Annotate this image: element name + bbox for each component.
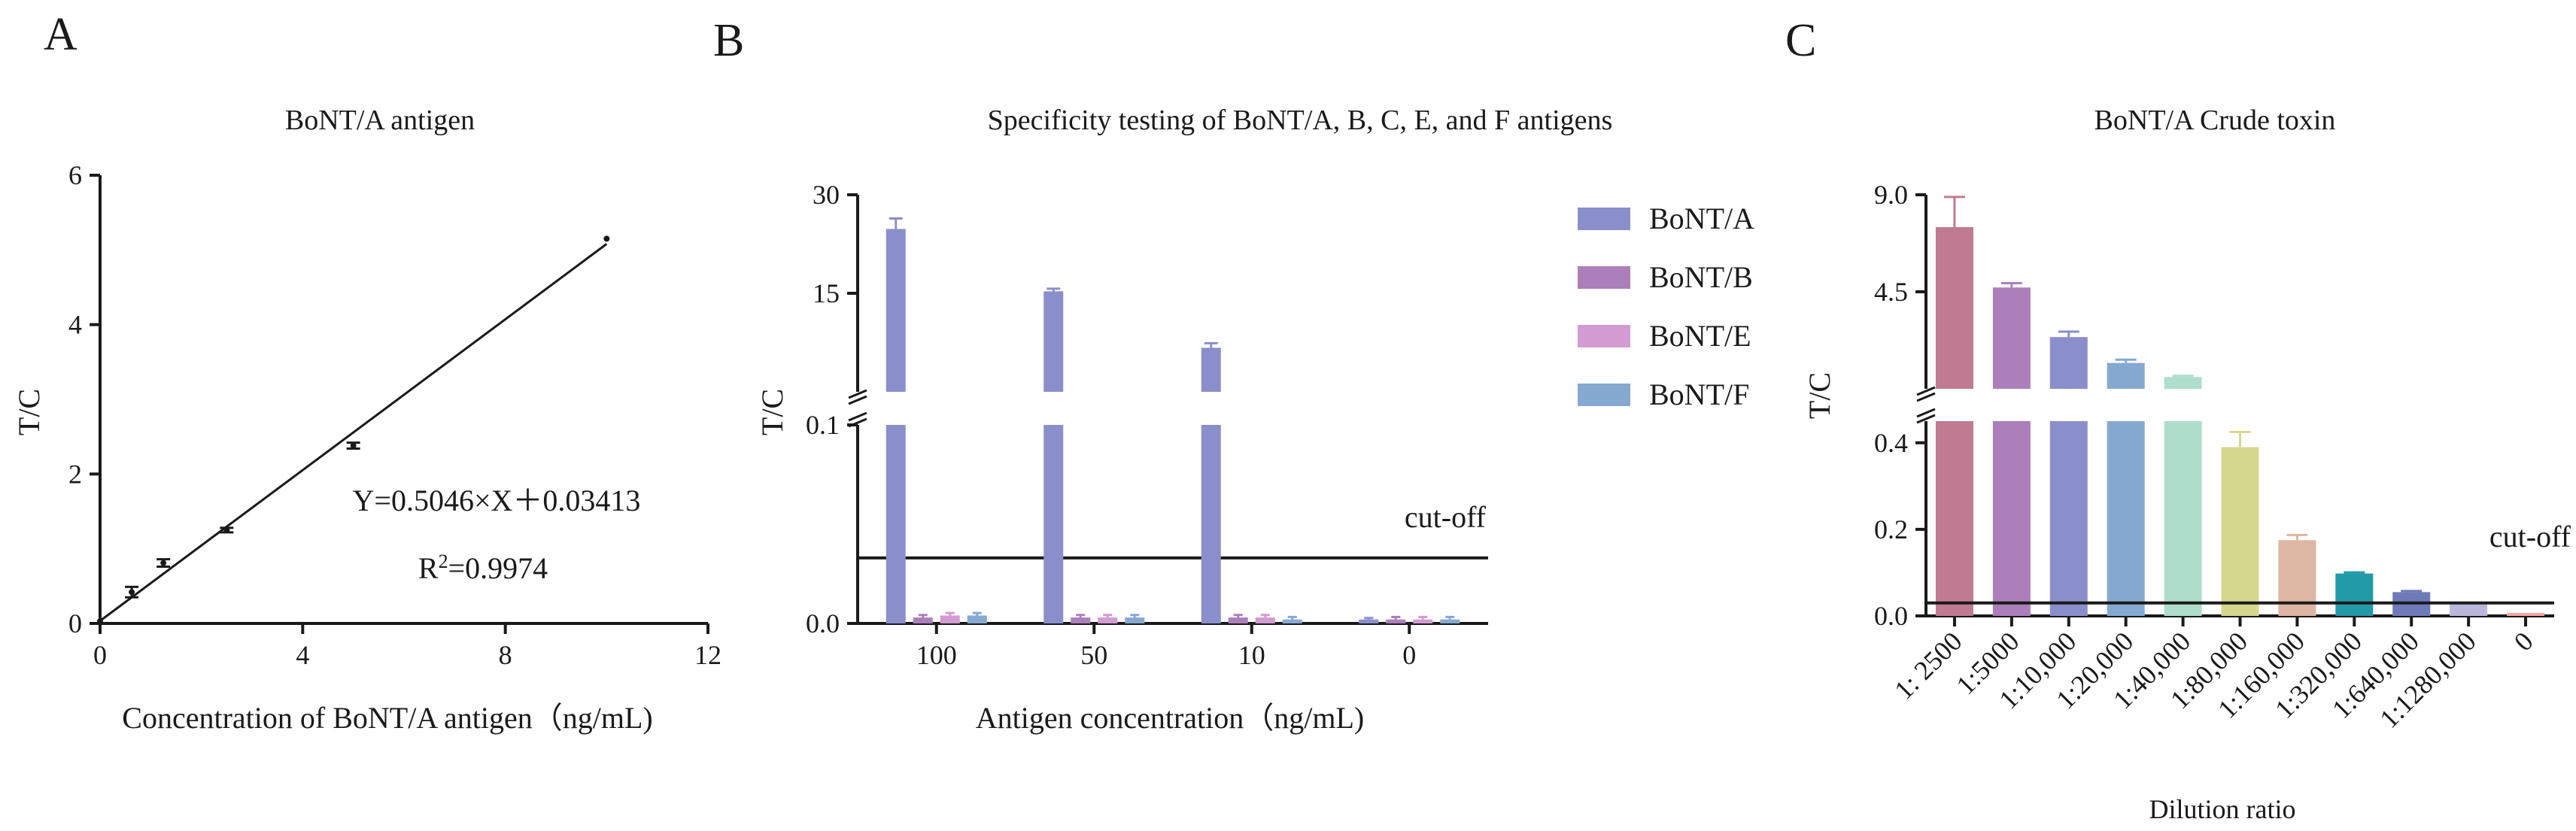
- panel-c-bar-upper: [1935, 227, 1973, 389]
- panel-c-bar: [2221, 447, 2259, 616]
- panel-a-fit-line: [99, 243, 608, 622]
- panel-b-legend-swatch: [1578, 266, 1630, 289]
- panel-a-y-tick-label: 0: [68, 608, 82, 638]
- panel-a: A BoNT/A antigen T/C Concentration of Bo…: [12, 9, 721, 735]
- panel-b-legend-swatch: [1578, 208, 1630, 230]
- panel-a-x-tick-label: 12: [694, 640, 721, 670]
- panel-c-title: BoNT/A Crude toxin: [2095, 105, 2336, 136]
- panel-b-bar-bonte: [1413, 619, 1433, 623]
- panel-c-y-tick-label: 9.0: [1874, 180, 1908, 210]
- panel-a-equation: Y=0.5046×X＋0.03413: [353, 484, 641, 517]
- panel-b: B Specificity testing of BoNT/A, B, C, E…: [713, 15, 1754, 735]
- panel-b-bar-bonte: [940, 615, 960, 623]
- panel-b-bar-bontf: [1282, 619, 1302, 623]
- panel-c-plot: 4.59.00.00.20.41: 25001:50001:10,0001:20…: [1874, 180, 2554, 734]
- panel-b-legend-swatch: [1578, 325, 1630, 347]
- panel-c-y-axis-label: T/C: [1803, 372, 1836, 419]
- panel-a-data-point: [160, 560, 167, 566]
- panel-a-r2-annotation: R2=0.9974: [418, 550, 548, 585]
- panel-b-x-axis-label: Antigen concentration（ng/mL): [976, 701, 1365, 735]
- panel-c-bar-lower: [1935, 421, 1973, 616]
- panel-a-y-tick-label: 4: [68, 310, 82, 340]
- panel-a-data-point: [603, 235, 610, 242]
- panel-c-bar-lower: [2164, 421, 2202, 616]
- panel-b-y-tick-label: 15: [813, 278, 840, 308]
- panel-b-bar-bontb: [1386, 619, 1406, 623]
- panel-b-bar-bontf: [1125, 617, 1145, 623]
- panel-c-bar-upper: [2164, 377, 2202, 389]
- panel-a-data-point: [97, 618, 103, 625]
- panel-c-bar: [2278, 540, 2316, 616]
- panel-b-bar-bonta-upper: [886, 229, 906, 392]
- panel-b-legend-label: BoNT/E: [1649, 319, 1751, 353]
- panel-c-bar: [2335, 573, 2374, 616]
- panel-b-bar-bonta-lower: [886, 425, 906, 623]
- panel-a-x-tick-label: 0: [93, 640, 107, 670]
- panel-c: C BoNT/A Crude toxin T/C Dilution ratio …: [1785, 15, 2571, 824]
- panel-b-bar-bonta-lower: [1043, 425, 1064, 623]
- panel-b-x-tick-label: 10: [1238, 640, 1265, 670]
- panel-b-bar-bonta-lower: [1201, 425, 1221, 623]
- panel-b-bar-bonte: [1255, 617, 1275, 623]
- panel-c-bar-upper: [2049, 337, 2088, 389]
- panel-b-x-tick-label: 100: [916, 640, 957, 670]
- panel-b-legend-label: BoNT/F: [1649, 378, 1749, 411]
- panel-a-data-point: [129, 589, 135, 596]
- panel-b-legend-swatch: [1578, 384, 1630, 406]
- panel-b-y-tick-label: 30: [813, 180, 840, 210]
- panel-b-bar-bonta-upper: [1201, 347, 1221, 392]
- panel-b-legend-label: BoNT/A: [1649, 202, 1754, 235]
- panel-a-title: BoNT/A antigen: [285, 105, 475, 136]
- panel-b-legend-label: BoNT/B: [1649, 260, 1753, 294]
- panel-b-title: Specificity testing of BoNT/A, B, C, E, …: [988, 105, 1613, 136]
- panel-b-bar-bonta-upper: [1043, 291, 1064, 392]
- panel-c-axis-break-upper: [1916, 386, 1936, 402]
- panel-a-data-point: [350, 442, 357, 449]
- panel-b-letter: B: [713, 15, 744, 66]
- panel-c-bar-upper: [2107, 362, 2145, 389]
- panel-c-bar: [2507, 613, 2545, 616]
- panel-b-bar-bontb: [1228, 617, 1248, 623]
- panel-c-bar: [2450, 602, 2488, 616]
- panel-c-axis-break-lower: [1916, 408, 1936, 424]
- panel-a-y-axis-label: T/C: [12, 389, 46, 435]
- panel-c-bar-upper: [1992, 287, 2031, 389]
- panel-b-cutoff-label: cut-off: [1405, 500, 1487, 534]
- panel-b-bar-bontb: [913, 617, 933, 623]
- panel-b-bar-bontf: [1440, 619, 1460, 623]
- panel-b-bar-bonta: [1359, 619, 1379, 623]
- panel-b-bar-bontb: [1071, 617, 1091, 623]
- panel-a-letter: A: [44, 9, 77, 60]
- panel-b-bar-bontf: [967, 615, 987, 623]
- panel-a-y-tick-label: 2: [68, 459, 82, 489]
- panel-c-y-tick-label: 4.5: [1874, 277, 1908, 307]
- panel-b-x-tick-label: 50: [1080, 640, 1107, 670]
- panel-c-bar-lower: [2049, 421, 2088, 616]
- panel-c-x-tick-label: 0: [2508, 626, 2539, 657]
- panel-b-y-axis-label: T/C: [755, 389, 789, 435]
- panel-a-x-axis-label: Concentration of BoNT/A antigen（ng/mL): [122, 701, 652, 735]
- panel-b-x-tick-label: 0: [1402, 640, 1416, 670]
- panel-a-data-point: [223, 526, 230, 533]
- panel-c-bar-lower: [2107, 421, 2145, 616]
- panel-b-y-tick-label: 0.1: [806, 410, 840, 440]
- panel-a-plot: 0 2 4 6 0 4 8 12: [68, 160, 721, 670]
- panel-b-y-tick-label: 0.0: [806, 608, 840, 638]
- panel-c-bar-lower: [1992, 421, 2031, 616]
- panel-c-y-tick-label: 0.4: [1874, 428, 1908, 458]
- panel-c-y-tick-label: 0.2: [1874, 514, 1908, 544]
- panel-c-x-axis-label: Dilution ratio: [2149, 794, 2296, 824]
- panel-c-cutoff-label: cut-off: [2489, 520, 2571, 553]
- panel-c-x-tick-label: 1: 2500: [1888, 626, 1967, 705]
- panel-b-axis-break-upper: [848, 389, 867, 405]
- panel-b-legend: BoNT/A BoNT/B BoNT/E BoNT/F: [1578, 202, 1754, 411]
- panel-a-x-tick-label: 8: [499, 640, 512, 670]
- panel-a-y-tick-label: 6: [68, 160, 82, 190]
- panel-c-y-tick-label: 0.0: [1874, 601, 1908, 631]
- panel-a-x-tick-label: 4: [296, 640, 309, 670]
- panel-c-letter: C: [1785, 15, 1816, 66]
- panel-b-bar-bonte: [1098, 617, 1118, 623]
